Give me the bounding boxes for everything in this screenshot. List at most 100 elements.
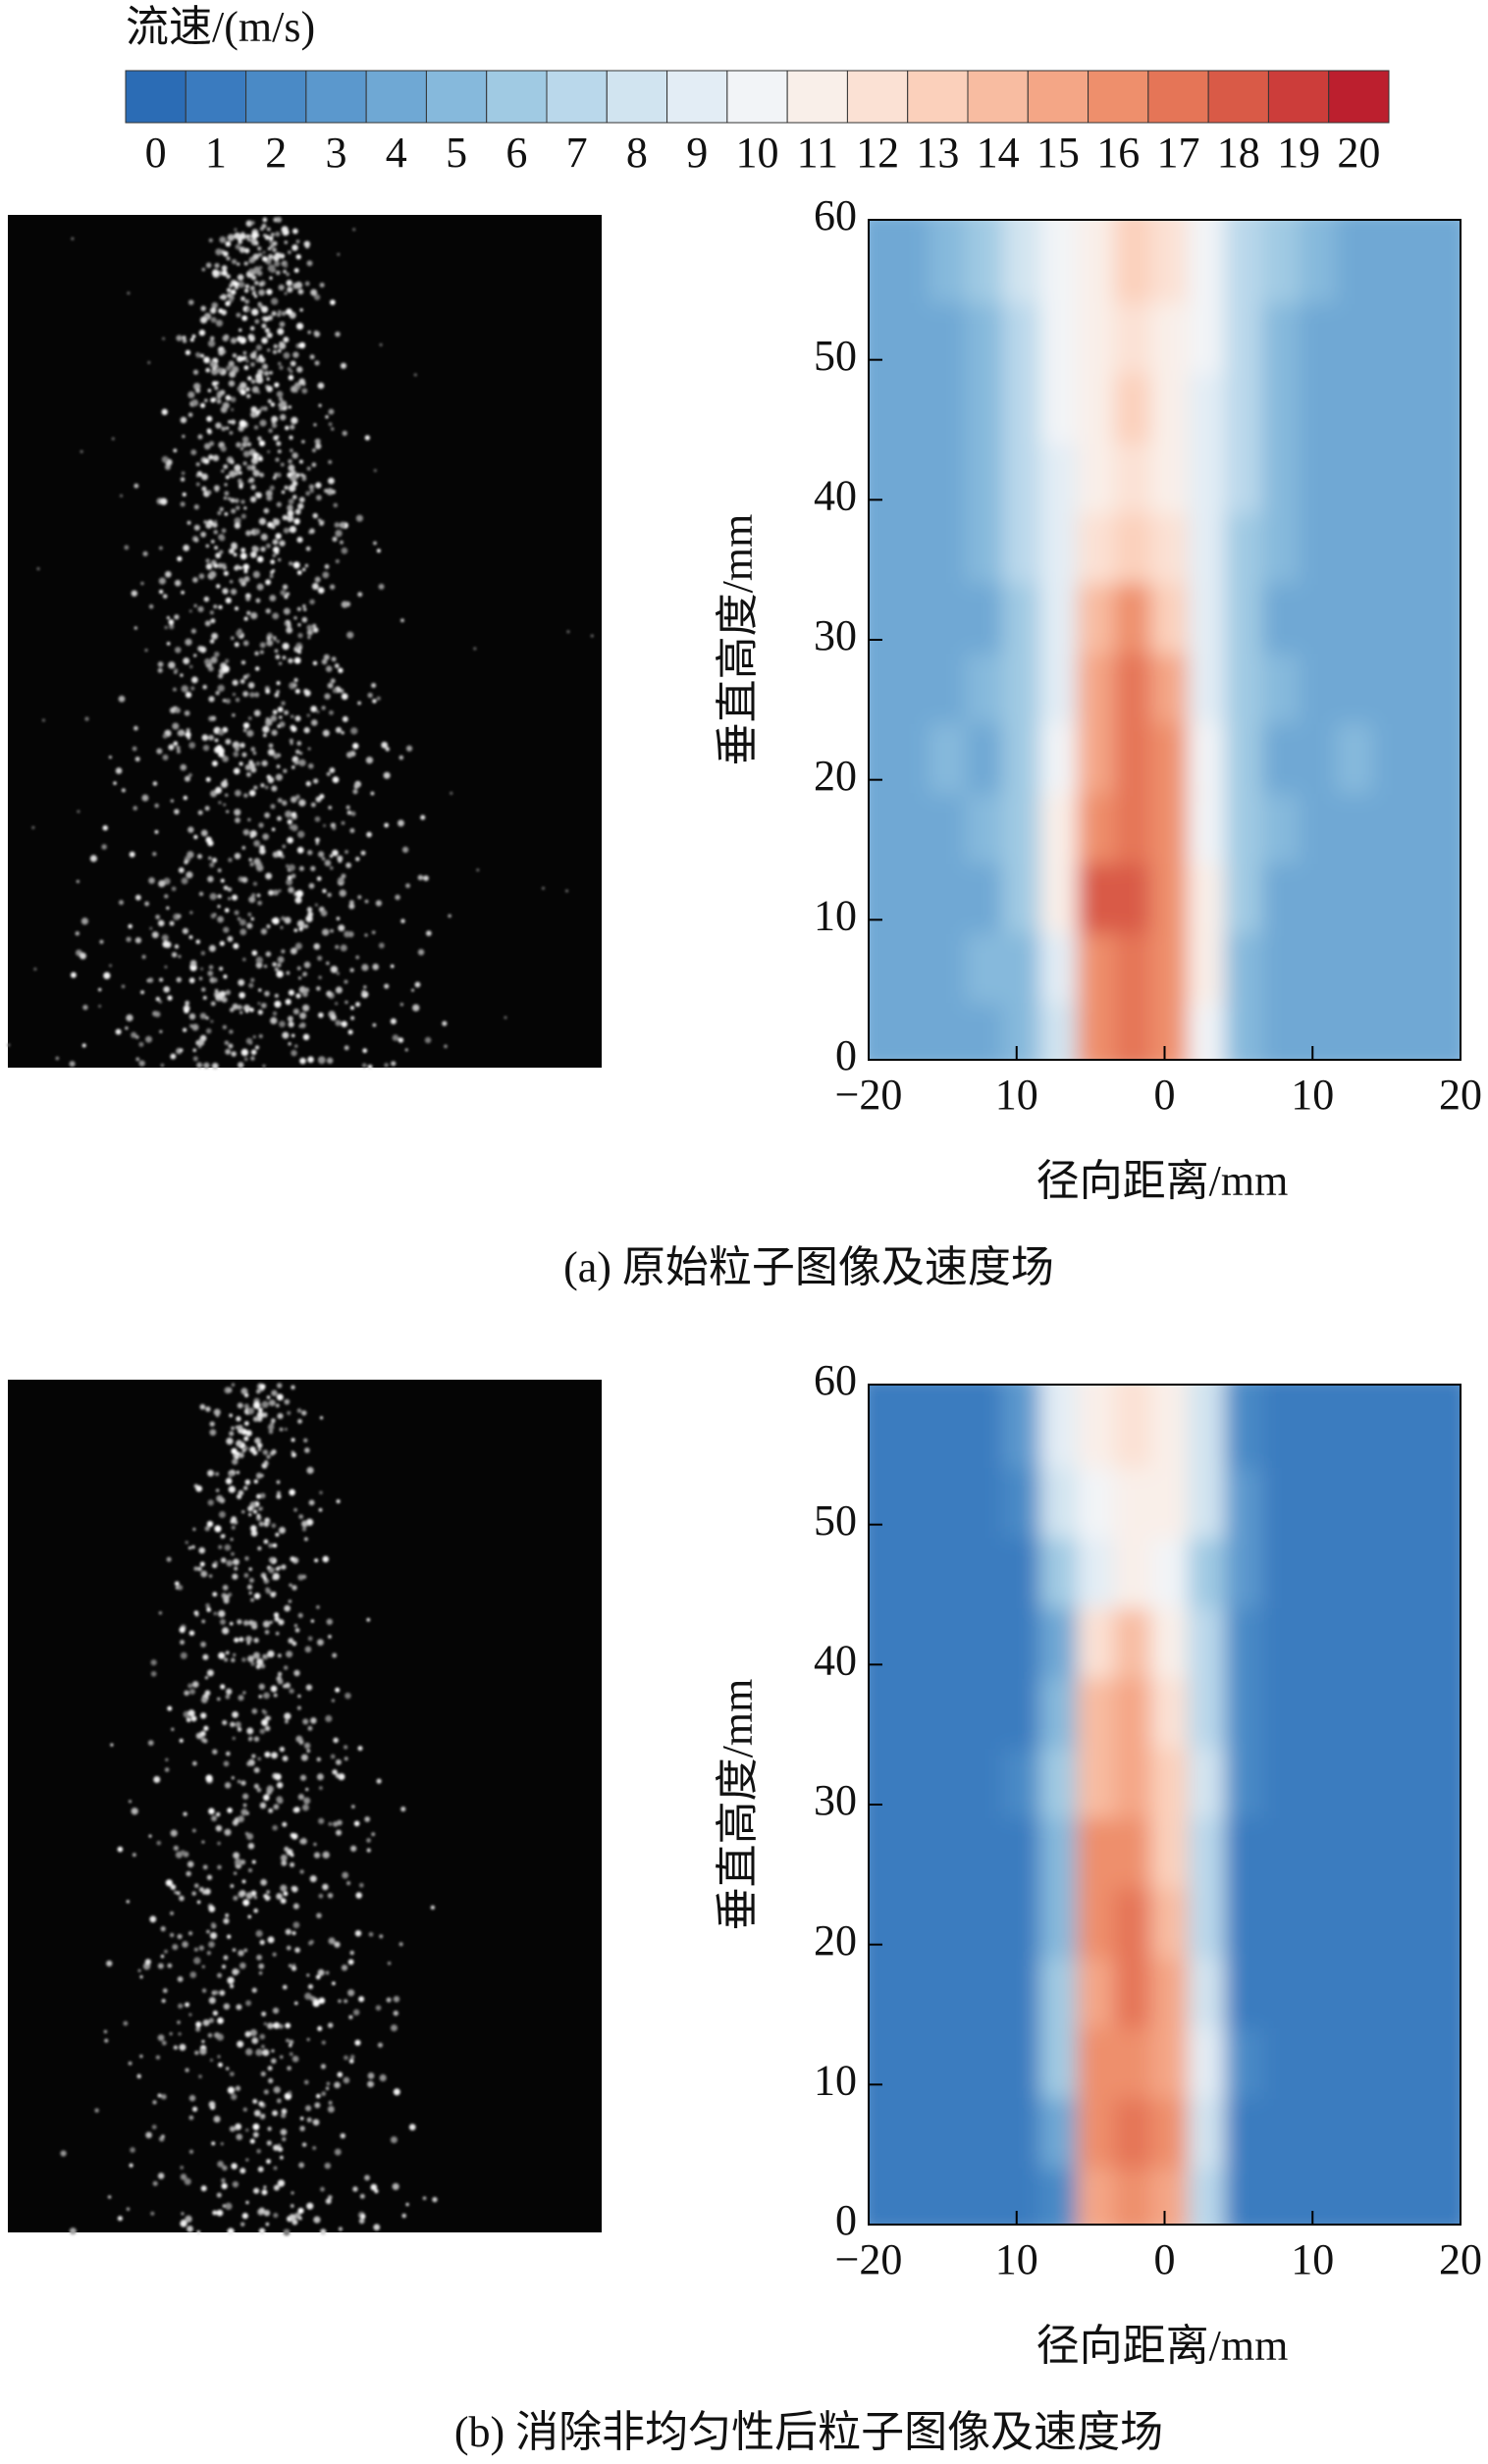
particle	[239, 389, 246, 395]
particle	[241, 436, 249, 444]
particle	[345, 805, 350, 810]
particle	[115, 1028, 122, 1035]
particle	[157, 2093, 162, 2098]
particle	[243, 1403, 249, 1409]
particle	[210, 1020, 214, 1023]
particle	[292, 452, 298, 459]
particle	[279, 540, 286, 547]
particle	[246, 673, 250, 678]
particle	[279, 400, 288, 408]
particle	[225, 240, 232, 247]
particle	[272, 962, 277, 968]
particle	[267, 1650, 275, 1658]
particle	[133, 806, 138, 811]
particle	[303, 690, 311, 697]
particle	[158, 1000, 163, 1004]
particle	[220, 878, 225, 883]
particle	[219, 295, 223, 299]
y-tick-label: 40	[814, 471, 857, 519]
particle	[392, 1034, 399, 1041]
particle	[191, 1023, 199, 1031]
particle	[184, 2177, 191, 2185]
particle	[252, 1651, 260, 1659]
particle	[250, 1598, 254, 1602]
velocity-field	[869, 1385, 1461, 2225]
particle	[282, 1984, 288, 1990]
particle	[254, 651, 259, 656]
particle	[248, 1591, 252, 1595]
particle	[213, 604, 218, 609]
particle	[239, 918, 246, 926]
particle	[310, 288, 318, 296]
particle	[270, 804, 276, 810]
particle	[384, 983, 390, 989]
particle	[270, 1418, 276, 1424]
particle	[398, 1037, 404, 1043]
particle	[89, 855, 97, 863]
particle	[309, 1875, 317, 1883]
particle	[227, 935, 234, 942]
particle	[213, 1611, 218, 1616]
particle	[179, 1895, 185, 1902]
particle	[358, 2218, 365, 2225]
particle	[313, 1842, 317, 1847]
particle	[299, 752, 303, 756]
particle	[201, 2039, 205, 2043]
particle	[196, 2229, 201, 2234]
particle	[340, 362, 347, 369]
particle	[236, 1440, 243, 1447]
particle	[285, 864, 290, 868]
particle	[108, 756, 112, 760]
particle	[280, 1854, 288, 1861]
particle	[202, 684, 207, 690]
particle	[279, 321, 286, 328]
particle	[350, 1805, 355, 1809]
particle	[299, 1022, 306, 1028]
particle	[249, 1007, 254, 1013]
particle	[258, 1963, 265, 1969]
particle	[282, 800, 288, 806]
particle	[296, 966, 301, 970]
particle	[259, 226, 265, 232]
particle	[265, 1588, 272, 1595]
particle	[301, 1410, 307, 1416]
particle	[213, 529, 218, 535]
particle	[186, 2226, 193, 2232]
particle	[217, 1972, 223, 1978]
particle	[180, 673, 184, 677]
particle	[165, 1757, 169, 1761]
particle	[237, 1779, 241, 1784]
particle	[227, 2228, 235, 2235]
particle	[223, 1955, 229, 1961]
particle	[208, 2101, 216, 2108]
particle	[186, 851, 194, 859]
particle	[278, 661, 283, 665]
particle	[148, 1834, 152, 1838]
particle	[225, 2202, 233, 2211]
particle	[308, 1499, 315, 1506]
particle	[335, 986, 343, 994]
particle	[267, 247, 271, 251]
particle	[232, 894, 239, 901]
particle	[376, 696, 381, 701]
particle	[210, 618, 216, 624]
particle	[242, 1899, 250, 1907]
particle	[230, 288, 237, 295]
particle	[298, 2162, 305, 2169]
particle	[191, 1891, 196, 1896]
particle	[182, 435, 186, 439]
particle	[225, 1694, 231, 1700]
particle	[200, 1641, 206, 1648]
particle	[194, 2050, 199, 2056]
particle	[300, 1754, 308, 1761]
particle	[199, 2047, 207, 2056]
particle	[313, 2216, 321, 2224]
particle	[335, 559, 340, 564]
particle	[137, 1968, 141, 1972]
particle	[363, 985, 367, 989]
particle	[355, 955, 359, 960]
particle	[400, 1806, 406, 1812]
particle	[229, 1029, 234, 1034]
field-clip	[869, 220, 1461, 1060]
particle	[282, 1821, 288, 1827]
